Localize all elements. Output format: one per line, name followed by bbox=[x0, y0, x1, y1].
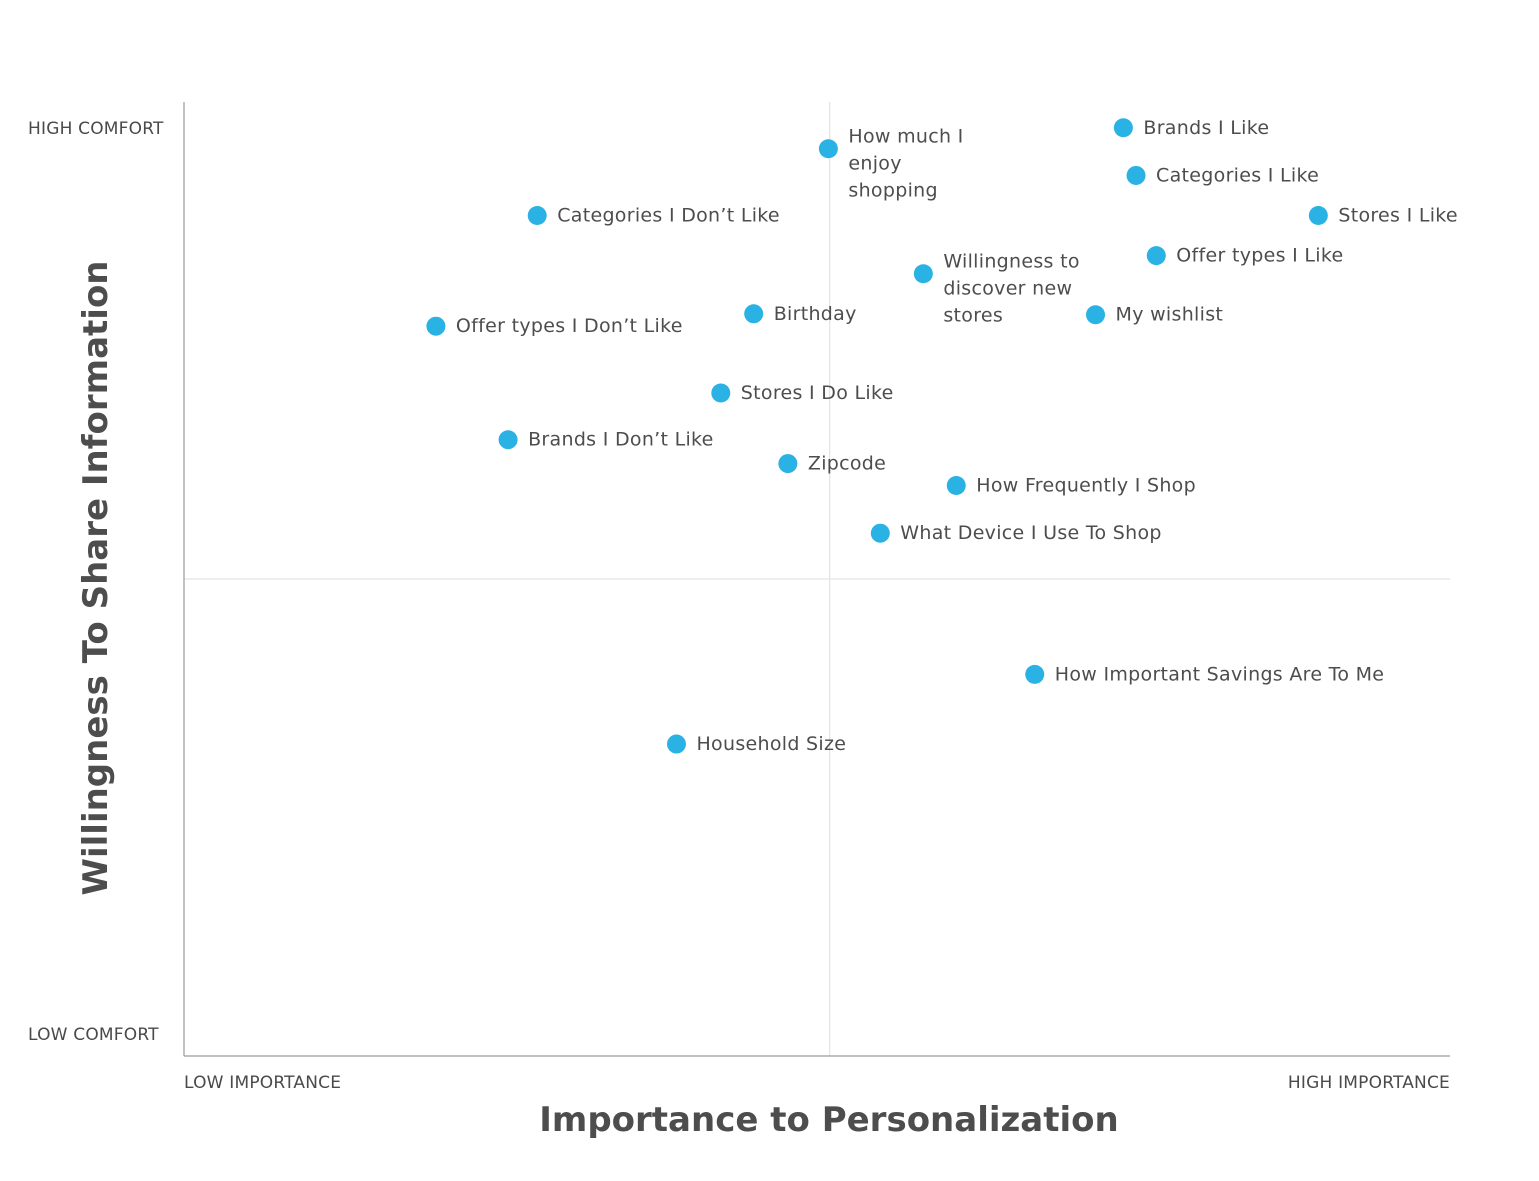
data-point-label: My wishlist bbox=[1116, 304, 1224, 326]
data-point: Brands I Don’t Like bbox=[498, 429, 714, 451]
data-point: Household Size bbox=[666, 733, 846, 755]
data-point: How Frequently I Shop bbox=[946, 475, 1196, 497]
data-point-label: Offer types I Don’t Like bbox=[456, 315, 683, 337]
data-point: What Device I Use To Shop bbox=[870, 522, 1162, 544]
data-point: Brands I Like bbox=[1113, 117, 1269, 139]
data-point-label: Zipcode bbox=[808, 453, 886, 475]
data-point-marker bbox=[818, 139, 838, 159]
data-point-label: Stores I Like bbox=[1338, 205, 1458, 227]
data-point-label-line: How much I bbox=[848, 126, 963, 148]
data-point: How much I enjoy shopping bbox=[818, 126, 963, 202]
data-point-label: Stores I Do Like bbox=[741, 382, 894, 404]
data-point: Willingness to discover new stores bbox=[913, 251, 1079, 327]
data-point-marker bbox=[778, 454, 798, 474]
x-axis-high-label: HIGH IMPORTANCE bbox=[1288, 1073, 1450, 1093]
data-point: Categories I Don’t Like bbox=[527, 205, 780, 227]
data-point-marker bbox=[1308, 206, 1328, 226]
data-point-marker bbox=[1025, 664, 1045, 684]
data-point-marker bbox=[1146, 246, 1166, 266]
data-point-label-line: discover new bbox=[943, 278, 1072, 300]
data-point-marker bbox=[426, 316, 446, 336]
data-point-marker bbox=[666, 734, 686, 754]
data-point-marker bbox=[711, 383, 731, 403]
data-point-label: Household Size bbox=[696, 733, 846, 755]
x-axis-low-label: LOW IMPORTANCE bbox=[184, 1073, 341, 1093]
data-point-label: What Device I Use To Shop bbox=[900, 522, 1162, 544]
data-point-marker bbox=[744, 304, 764, 324]
data-point: How Important Savings Are To Me bbox=[1025, 663, 1384, 685]
data-point-label: Offer types I Like bbox=[1176, 245, 1343, 267]
data-point: Birthday bbox=[744, 303, 856, 325]
data-point-label-line: stores bbox=[943, 305, 1003, 327]
data-point-label-line: shopping bbox=[848, 180, 937, 202]
data-point: Offer types I Like bbox=[1146, 245, 1343, 267]
data-point: Categories I Like bbox=[1126, 164, 1319, 186]
data-point-marker bbox=[946, 476, 966, 496]
y-axis-title: Willingness To Share Information bbox=[76, 260, 116, 895]
data-point-label: Categories I Don’t Like bbox=[557, 205, 780, 227]
data-point: Stores I Like bbox=[1308, 205, 1458, 227]
data-point-marker bbox=[498, 430, 518, 450]
data-point-marker bbox=[1086, 305, 1106, 325]
data-points: How much I enjoy shopping Brands I Like Cate… bbox=[426, 117, 1458, 755]
data-point: Offer types I Don’t Like bbox=[426, 315, 682, 337]
data-point-label: Willingness to discover new stores bbox=[943, 251, 1079, 327]
data-point-label: Birthday bbox=[774, 303, 857, 325]
data-point-label: Brands I Don’t Like bbox=[528, 429, 714, 451]
y-axis-high-label: HIGH COMFORT bbox=[28, 119, 164, 139]
data-point-label-line: Willingness to bbox=[943, 251, 1079, 273]
data-point-label: Brands I Like bbox=[1143, 117, 1269, 139]
data-point-marker bbox=[913, 264, 933, 284]
data-point-label: Categories I Like bbox=[1156, 164, 1319, 186]
data-point-marker bbox=[527, 206, 547, 226]
data-point-label: How much I enjoy shopping bbox=[848, 126, 963, 202]
data-point-label-line: enjoy bbox=[848, 153, 901, 175]
data-point: Zipcode bbox=[778, 453, 886, 475]
x-axis-title: Importance to Personalization bbox=[539, 1100, 1118, 1140]
data-point-label: How Important Savings Are To Me bbox=[1055, 663, 1385, 685]
data-point: My wishlist bbox=[1086, 304, 1223, 326]
data-point: Stores I Do Like bbox=[711, 382, 893, 404]
data-point-marker bbox=[1126, 165, 1146, 185]
data-point-marker bbox=[870, 523, 890, 543]
data-point-label: How Frequently I Shop bbox=[976, 475, 1196, 497]
data-point-marker bbox=[1113, 118, 1133, 138]
y-axis-low-label: LOW COMFORT bbox=[28, 1025, 159, 1045]
